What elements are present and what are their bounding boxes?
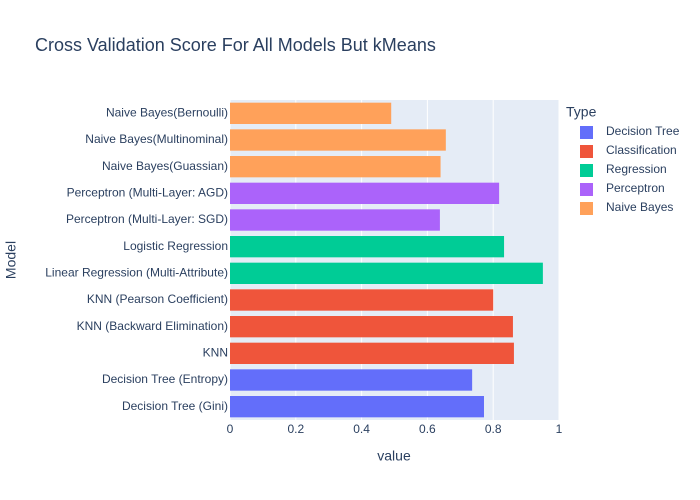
y-tick-label: Naive Bayes(Multinominal) — [85, 132, 228, 146]
x-tick-label: 0.4 — [353, 422, 370, 436]
legend-swatch — [580, 145, 593, 158]
legend-label: Regression — [606, 162, 667, 176]
y-tick-label: KNN (Backward Elimination) — [77, 319, 228, 333]
bar — [230, 289, 494, 311]
bar — [230, 182, 500, 204]
y-tick-label: Perceptron (Multi-Layer: SGD) — [66, 212, 228, 226]
legend-swatch — [580, 126, 593, 139]
legend-label: Naive Bayes — [606, 200, 673, 214]
y-tick-label: KNN (Pearson Coefficient) — [87, 292, 228, 306]
legend-swatch — [580, 164, 593, 177]
y-tick-label: KNN — [203, 346, 228, 360]
legend-label: Classification — [606, 143, 677, 157]
chart-title: Cross Validation Score For All Models Bu… — [35, 35, 436, 55]
legend-label: Decision Tree — [606, 124, 680, 138]
y-tick-label: Perceptron (Multi-Layer: AGD) — [67, 186, 228, 200]
bar — [230, 396, 484, 418]
bar — [230, 156, 441, 178]
legend-label: Perceptron — [606, 181, 665, 195]
y-tick-label: Logistic Regression — [123, 239, 228, 253]
x-tick-label: 0.2 — [287, 422, 304, 436]
plot-area — [230, 100, 559, 420]
x-tick-label: 0.6 — [419, 422, 436, 436]
x-tick-label: 1 — [556, 422, 563, 436]
x-tick-label: 0.8 — [485, 422, 502, 436]
y-tick-label: Naive Bayes(Bernoulli) — [106, 106, 228, 120]
bar — [230, 102, 392, 124]
legend-swatch — [580, 202, 593, 215]
y-tick-label: Decision Tree (Gini) — [122, 399, 228, 413]
y-tick-label: Naive Bayes(Guassian) — [102, 159, 228, 173]
bar — [230, 209, 440, 231]
x-axis-title: value — [377, 448, 411, 464]
bar — [230, 369, 473, 391]
bar — [230, 236, 505, 258]
y-tick-label: Decision Tree (Entropy) — [102, 372, 228, 386]
y-axis-title: Model — [3, 241, 19, 279]
legend-title: Type — [566, 104, 597, 120]
bar — [230, 342, 514, 364]
bar — [230, 316, 513, 338]
legend-swatch — [580, 183, 593, 196]
bar — [230, 129, 446, 151]
x-tick-label: 0 — [227, 422, 234, 436]
bar — [230, 262, 543, 284]
y-tick-label: Linear Regression (Multi-Attribute) — [45, 266, 228, 280]
